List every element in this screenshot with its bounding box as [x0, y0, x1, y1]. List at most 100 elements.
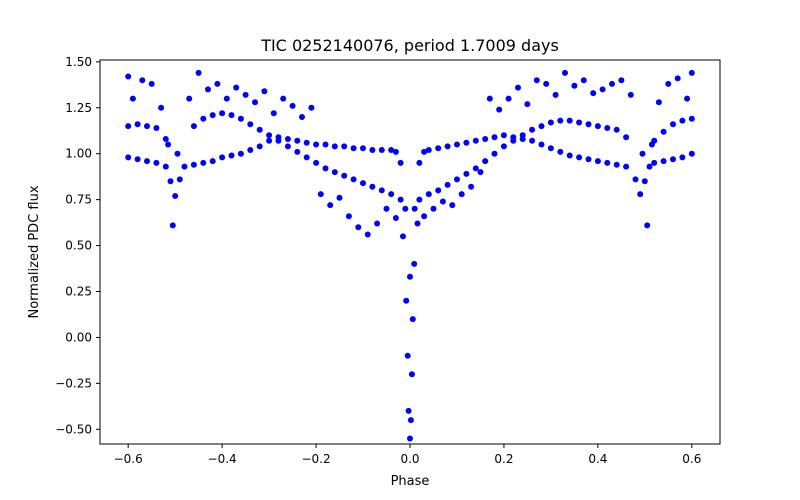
data-point [623, 163, 630, 170]
data-point [331, 143, 338, 150]
data-point [500, 132, 507, 139]
data-point [336, 194, 343, 201]
data-point [609, 80, 615, 87]
data-point [594, 158, 601, 165]
data-point [308, 104, 315, 111]
data-point [280, 95, 287, 102]
data-point [552, 91, 559, 98]
data-point [505, 95, 512, 102]
data-point [623, 134, 630, 141]
data-point [162, 136, 169, 142]
data-point [266, 137, 273, 144]
data-point [425, 147, 432, 153]
data-point [176, 176, 183, 183]
data-point [350, 145, 357, 152]
data-point [402, 205, 409, 212]
data-point [468, 183, 475, 190]
data-point [604, 159, 611, 166]
data-point [233, 84, 240, 91]
data-point [228, 112, 235, 119]
data-point [538, 141, 545, 148]
data-point [670, 156, 676, 163]
data-point [491, 150, 498, 157]
data-point [369, 147, 376, 153]
chart-title: TIC 0252140076, period 1.7009 days [260, 36, 559, 55]
x-tick-label: −0.6 [114, 452, 143, 466]
data-point [543, 80, 550, 87]
data-point [454, 141, 460, 148]
data-point [627, 91, 634, 98]
x-tick-label: 0.0 [400, 452, 419, 466]
data-point [439, 198, 446, 205]
data-point [618, 77, 625, 84]
data-point [482, 136, 489, 142]
data-point [125, 154, 132, 161]
data-point [409, 316, 416, 323]
data-point [266, 132, 273, 139]
data-point [397, 196, 404, 203]
data-point [174, 150, 181, 157]
data-point [364, 231, 371, 238]
data-point [378, 147, 385, 153]
data-point [562, 69, 568, 76]
data-point [392, 148, 399, 155]
data-point [407, 417, 414, 424]
data-point [284, 136, 291, 142]
data-point [214, 80, 221, 87]
data-point [637, 191, 644, 198]
data-point [162, 163, 169, 170]
data-point [331, 169, 338, 176]
y-tick-label: 0.00 [65, 330, 92, 344]
data-point [388, 147, 395, 153]
data-point [388, 191, 395, 198]
data-point [688, 69, 695, 76]
data-point [463, 170, 470, 177]
data-point [392, 215, 399, 221]
data-point [644, 222, 651, 229]
data-point [303, 154, 310, 161]
data-point [317, 191, 324, 198]
data-point [519, 132, 526, 139]
data-point [414, 220, 421, 227]
data-point [181, 163, 188, 170]
data-point [411, 205, 418, 212]
data-point [322, 141, 329, 148]
data-point [219, 154, 226, 161]
data-point [186, 95, 193, 102]
data-point [482, 158, 489, 165]
data-point [209, 158, 216, 165]
data-point [397, 159, 404, 166]
data-point [355, 224, 362, 231]
data-point [585, 156, 592, 163]
data-point [237, 115, 244, 122]
data-point [590, 90, 597, 97]
data-point [491, 134, 498, 141]
data-point [674, 75, 681, 82]
data-point [205, 86, 211, 93]
data-point [613, 126, 620, 133]
data-point [679, 117, 686, 124]
data-point [294, 148, 301, 155]
data-point [449, 202, 456, 209]
data-point [322, 165, 329, 172]
data-point [688, 150, 695, 157]
y-axis-label: Normalized PDC flux [27, 185, 42, 318]
x-tick-label: −0.2 [301, 452, 330, 466]
x-tick-label: 0.4 [588, 452, 607, 466]
data-point [641, 178, 648, 185]
data-point [533, 77, 540, 84]
y-tick-label: 1.00 [65, 147, 92, 161]
y-tick-label: −0.25 [55, 376, 92, 390]
data-point [538, 123, 545, 130]
data-point [599, 86, 606, 93]
data-point [261, 88, 268, 95]
data-point [169, 222, 176, 229]
data-point [223, 95, 230, 102]
data-point [576, 154, 583, 161]
data-point [404, 352, 411, 359]
data-point [458, 191, 465, 198]
data-point [632, 176, 639, 183]
data-point [313, 159, 320, 166]
data-point [129, 95, 136, 102]
